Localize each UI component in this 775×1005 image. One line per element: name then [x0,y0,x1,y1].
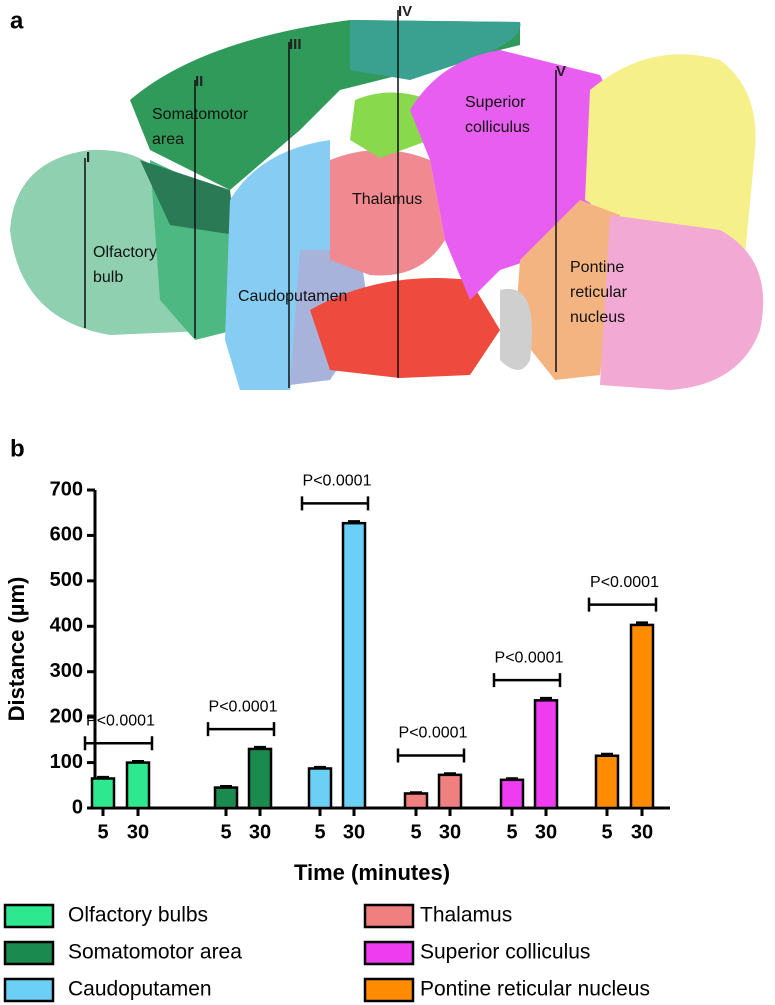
brain-diagram [10,10,764,390]
significance-bracket [492,673,562,688]
x-tick-label: 5 [410,821,421,843]
p-value-annotation: P<0.0001 [86,712,155,729]
bar [533,699,559,810]
significance-bracket [587,597,658,612]
region-label: Superior [465,94,526,111]
bar [594,754,620,810]
section-label: II [195,73,203,90]
significance-bracket [300,496,370,511]
error-bar [540,696,552,701]
bar [341,521,367,810]
x-axis-label: Time (minutes) [294,860,450,885]
y-tick-label: 300 [50,660,83,682]
legend-label: Olfactory bulbs [68,904,208,927]
legend-label: Pontine reticular nucleus [420,978,650,1001]
bar [247,747,273,810]
y-tick-label: 200 [50,705,83,727]
y-tick-label: 600 [50,524,83,546]
significance-bracket [83,736,154,751]
section-label: III [289,36,302,53]
p-value-annotation: P<0.0001 [495,649,564,666]
x-tick-label: 30 [439,821,461,843]
region-label: Somatomotor [152,106,249,123]
x-tick-label: 30 [343,821,365,843]
error-bar [506,777,518,780]
region-label: Olfactory [93,244,157,261]
legend-label: Caudoputamen [68,978,212,1001]
section-label: I [86,149,90,166]
region-label: Pontine [570,259,624,276]
p-value-annotation: P<0.0001 [399,725,468,742]
bar [213,786,239,810]
error-bar [132,759,144,763]
error-bar [314,765,326,769]
legend-swatch [3,903,55,929]
p-value-annotation: P<0.0001 [590,574,659,591]
x-tick-label: 30 [249,821,271,843]
bar [629,623,655,810]
region-label: Thalamus [352,191,422,208]
x-tick-label: 5 [314,821,325,843]
bar [437,773,463,810]
legend-swatch [3,940,55,966]
panel-label: b [10,435,25,462]
error-bar [444,772,456,775]
y-tick-label: 400 [50,615,83,637]
panel-label: a [10,7,24,34]
legend-label: Thalamus [420,904,512,927]
x-tick-label: 5 [220,821,231,843]
x-tick-label: 30 [631,821,653,843]
error-bar [348,520,360,524]
region-label: Caudoputamen [238,288,347,305]
region-label: bulb [93,269,123,286]
significance-bracket [206,722,276,737]
legend-swatch [363,977,415,1003]
y-tick-label: 500 [50,569,83,591]
x-tick-label: 5 [97,821,108,843]
y-axis-label: Distance (µm) [4,577,29,722]
error-bar [254,745,266,749]
region-label: colliculus [465,119,530,136]
region-label: nucleus [570,309,625,326]
section-label: V [556,63,566,80]
y-tick-label: 0 [72,796,83,818]
p-value-annotation: P<0.0001 [303,473,372,490]
error-bar [636,621,648,625]
x-tick-label: 30 [535,821,557,843]
bar [125,761,151,810]
legend-swatch [363,903,415,929]
x-tick-label: 5 [506,821,517,843]
bar [499,778,525,810]
x-tick-label: 5 [601,821,612,843]
error-bar [220,784,232,788]
significance-bracket [396,748,466,763]
p-value-annotation: P<0.0001 [209,698,278,715]
error-bar [97,775,109,779]
bar [307,767,333,810]
error-bar [601,752,613,756]
bar [403,792,429,810]
legend-swatch [3,977,55,1003]
y-tick-label: 100 [50,751,83,773]
section-label: IV [398,3,412,20]
bar [90,777,116,810]
y-tick-label: 700 [50,478,83,500]
legend-label: Somatomotor area [68,941,242,964]
legend-label: Superior colliculus [420,941,590,964]
legend-swatch [363,940,415,966]
error-bar [410,791,422,794]
region-label: area [152,131,184,148]
x-tick-label: 30 [127,821,149,843]
region-label: reticular [570,284,628,301]
